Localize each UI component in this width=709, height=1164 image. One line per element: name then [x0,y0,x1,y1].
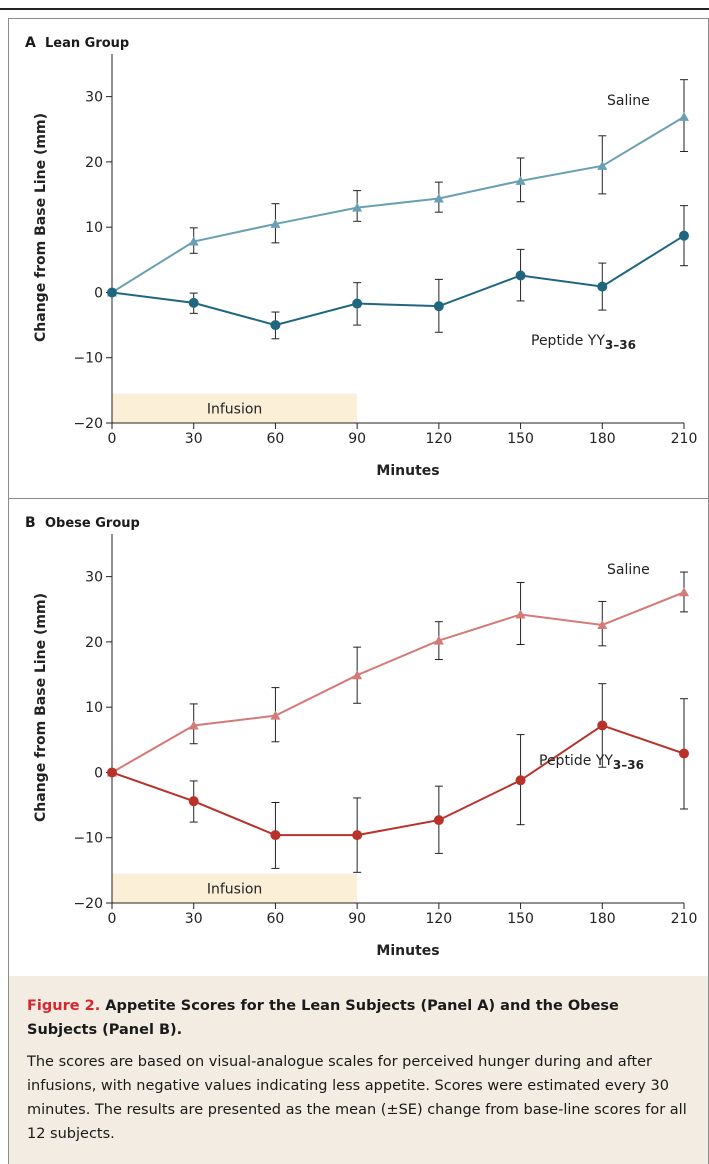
data-point [433,815,444,826]
series-label-subscript: 3–36 [613,758,644,772]
panel-letter: B [25,515,36,531]
x-tick-label: 30 [185,911,203,927]
x-tick-label: 30 [185,431,203,447]
x-tick-label: 60 [267,431,285,447]
data-point [597,619,608,629]
series-line-saline [111,116,685,294]
chart-obese-group: Infusion −20 −10 0 10 20 30 0 30 60 90 120 150 180 210… [33,534,698,959]
x-tick-label: 150 [507,431,534,447]
x-axis-label: Minutes [376,943,439,959]
panel-a: A Lean Group Infusion −20 −10 0 10 20 30 0 30 60 9… [8,18,709,498]
data-point [433,635,444,645]
data-point [352,670,363,680]
y-tick-label: 10 [85,700,103,716]
caption-body: The scores are based on visual-analogue … [27,1054,687,1142]
data-point [679,587,689,597]
x-axis-label: Minutes [376,463,439,479]
y-tick-label: −20 [73,416,103,432]
data-point [679,230,689,241]
data-point [107,767,117,778]
data-point [188,297,199,308]
x-tick-label: 210 [671,431,698,447]
y-tick-label: 20 [85,155,103,171]
data-point [515,175,526,185]
figure-label: Figure 2. [27,998,101,1014]
x-tick-label: 180 [589,431,616,447]
panel-title: Lean Group [45,36,130,51]
figure-caption: Figure 2. Appetite Scores for the Lean S… [8,976,709,1164]
data-point [679,748,689,759]
data-point [107,287,117,298]
x-tick-label: 120 [425,431,452,447]
y-tick-label: 10 [85,220,103,236]
panel-b: B Obese Group Infusion −20 −10 0 10 20 30 0 30 60… [8,498,709,976]
x-tick-label: 0 [108,911,117,927]
series-label: Saline [607,93,650,109]
y-tick-label: −10 [73,831,103,847]
series-line-saline [111,591,685,774]
data-point [270,830,281,841]
data-point [515,270,526,281]
data-point [515,775,526,786]
data-point [515,609,526,619]
series-label: Saline [607,562,650,578]
series-line-peptide [111,234,685,327]
y-axis-label: Change from Base Line (mm) [33,113,49,342]
series-label: Peptide YY3–36 [531,333,636,352]
series-label: Peptide YY3–36 [539,753,644,772]
data-point [188,796,199,807]
x-tick-label: 210 [671,911,698,927]
data-point [597,281,608,292]
x-tick-label: 90 [348,911,366,927]
data-point [679,111,689,121]
data-point [597,160,608,170]
x-tick-label: 0 [108,431,117,447]
infusion-label: Infusion [207,881,262,897]
panel-title: Obese Group [45,516,140,531]
top-rule [0,8,709,10]
y-tick-label: 30 [85,90,103,106]
data-point [433,193,444,203]
infusion-band [112,393,358,423]
data-point [270,218,281,228]
x-tick-label: 120 [425,911,452,927]
y-tick-label: −10 [73,351,103,367]
chart-lean-group: Infusion −20 −10 0 10 20 30 0 30 60 90 120 150 180 210… [33,54,698,479]
data-point [352,202,363,212]
data-point [352,298,363,309]
y-axis-label: Change from Base Line (mm) [33,593,49,822]
x-tick-label: 150 [507,911,534,927]
data-point [270,320,281,331]
y-tick-label: −20 [73,896,103,912]
infusion-band [112,873,358,903]
data-point [433,301,444,312]
y-tick-label: 0 [94,285,103,301]
caption-title: Figure 2. Appetite Scores for the Lean S… [27,994,692,1042]
y-tick-label: 20 [85,635,103,651]
y-tick-label: 30 [85,570,103,586]
data-point [188,236,199,246]
panel-letter: A [25,35,36,51]
series-line-peptide [111,724,685,837]
data-point [188,720,199,730]
data-point [597,720,608,731]
x-tick-label: 180 [589,911,616,927]
series-label-subscript: 3–36 [605,338,636,352]
data-point [352,830,363,841]
x-tick-label: 90 [348,431,366,447]
infusion-label: Infusion [207,401,262,417]
data-point [270,710,281,720]
y-tick-label: 0 [94,765,103,781]
caption-title-text: Appetite Scores for the Lean Subjects (P… [27,998,619,1038]
x-tick-label: 60 [267,911,285,927]
